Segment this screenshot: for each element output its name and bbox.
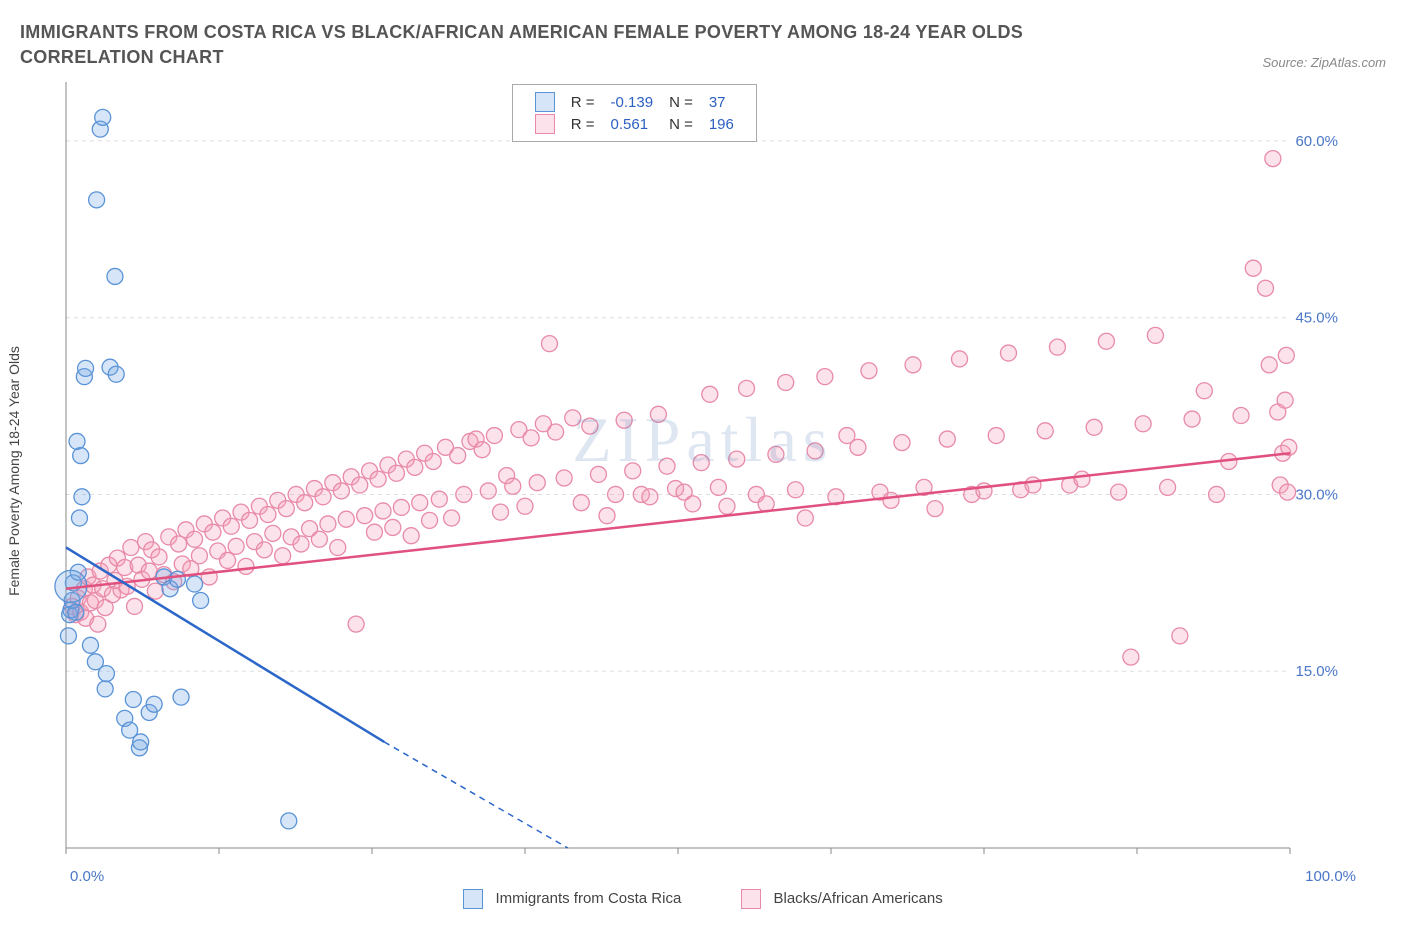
stats-row-blue: R = -0.139 N = 37 — [527, 91, 742, 113]
legend-label-pink: Blacks/African Americans — [773, 890, 942, 907]
svg-text:15.0%: 15.0% — [1295, 664, 1338, 681]
x-axis-max-label: 100.0% — [1305, 868, 1356, 885]
scatter-chart: 15.0% 30.0% 45.0% 60.0% — [20, 76, 1350, 866]
legend-item-blue: Immigrants from Costa Rica — [463, 889, 681, 909]
r-value-blue: -0.139 — [603, 91, 662, 113]
legend-swatch-pink-bottom — [741, 889, 761, 909]
legend-swatch-pink — [535, 114, 555, 134]
n-value-pink: 196 — [701, 113, 742, 135]
legend-swatch-blue-bottom — [463, 889, 483, 909]
r-label: R = — [563, 91, 603, 113]
x-axis-min-label: 0.0% — [70, 868, 104, 885]
n-value-blue: 37 — [701, 91, 742, 113]
r-value-pink: 0.561 — [603, 113, 662, 135]
svg-text:45.0%: 45.0% — [1295, 310, 1338, 327]
stats-row-pink: R = 0.561 N = 196 — [527, 113, 742, 135]
svg-text:30.0%: 30.0% — [1295, 487, 1338, 504]
y-axis-label: Female Poverty Among 18-24 Year Olds — [6, 346, 22, 596]
stats-legend-box: R = -0.139 N = 37 R = 0.561 N = 196 — [512, 84, 757, 142]
legend-swatch-blue — [535, 92, 555, 112]
legend-label-blue: Immigrants from Costa Rica — [495, 890, 681, 907]
n-label: N = — [661, 91, 701, 113]
chart-title: IMMIGRANTS FROM COSTA RICA VS BLACK/AFRI… — [20, 20, 1113, 70]
chart-container: Female Poverty Among 18-24 Year Olds 15.… — [20, 76, 1386, 866]
legend-item-pink: Blacks/African Americans — [741, 889, 942, 909]
r-label: R = — [563, 113, 603, 135]
n-label: N = — [661, 113, 701, 135]
series-legend: Immigrants from Costa Rica Blacks/Africa… — [20, 889, 1386, 909]
source-credit: Source: ZipAtlas.com — [1262, 55, 1386, 70]
svg-text:60.0%: 60.0% — [1295, 133, 1338, 150]
